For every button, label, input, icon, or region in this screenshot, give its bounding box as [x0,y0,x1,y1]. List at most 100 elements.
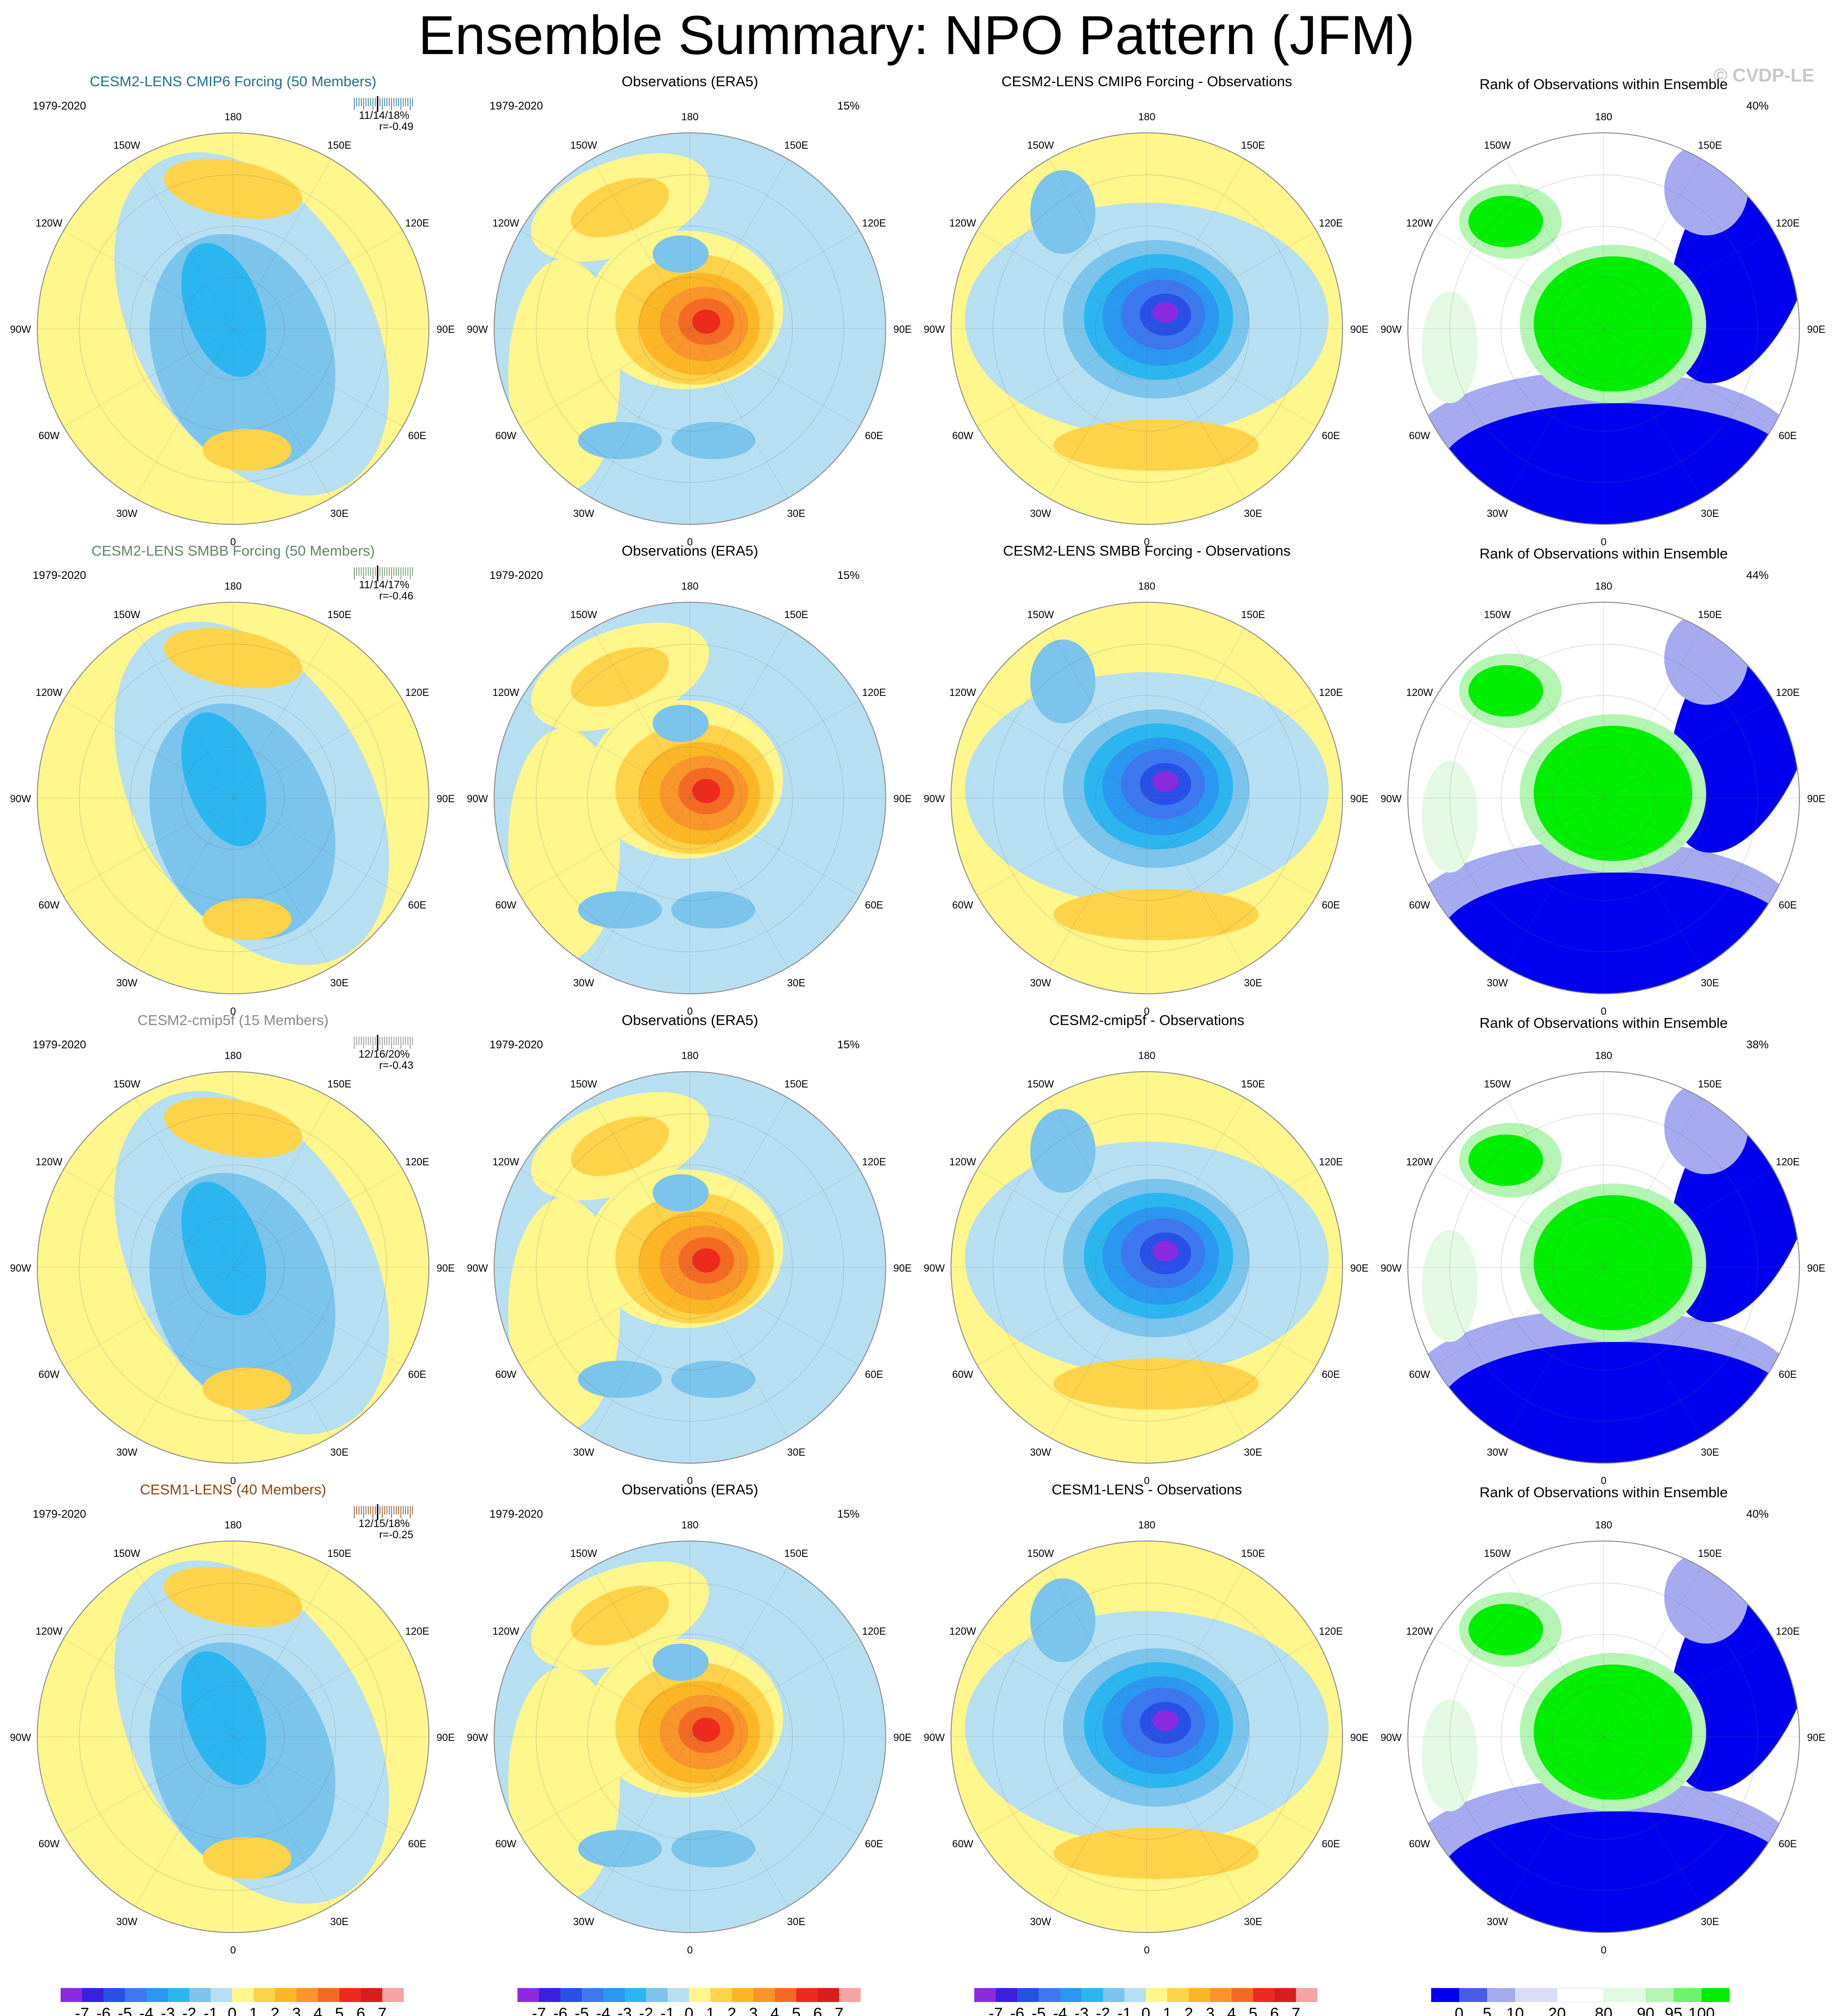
longitude-label: 60E [1322,430,1340,441]
longitude-label: 30W [1487,1916,1508,1927]
longitude-label: 60W [495,430,516,441]
years-label: 1979-2020 [33,100,86,112]
negative-anomaly-min [1152,302,1178,323]
latitude-circle [79,644,387,952]
longitude-label: 0 [230,536,236,548]
meridian-line [135,1736,234,1906]
colorbar-swatch [168,1988,189,2002]
longitude-label: 120E [1319,1625,1343,1637]
rank-percent: 44% [1746,569,1769,582]
colorbar-swatch [275,1988,296,2002]
longitude-label: 150W [570,1078,597,1090]
pattern-correlation: r=-0.43 [379,1059,413,1071]
meridian-line [689,328,788,498]
latitude-circle [1552,1216,1655,1319]
longitude-label: 120E [862,1156,886,1168]
model-title: CESM2-LENS CMIP6 Forcing (50 Members) [90,73,377,89]
colorbar-swatch [1275,1988,1296,2002]
latitude-circle [1449,644,1758,952]
positive-anomaly-europe [203,898,291,940]
colorbar-tick-label: 4 [314,2005,323,2016]
map-border [494,1071,886,1464]
map-border [37,132,429,525]
colorbar-swatch [1189,1988,1210,2002]
longitude-label: 150W [113,609,140,620]
latitude-circle [992,644,1301,952]
longitude-label: 120E [1776,217,1799,229]
panel-row4-col1: 180 150W 150E 120W 120E 90W 90E 60W 60E 30W 30E 0 CE… [10,1481,455,1956]
longitude-label: 0 [1601,1944,1606,1956]
meridian-line [233,1736,403,1835]
map-field [37,133,429,524]
longitude-label: 0 [1601,1005,1606,1017]
meridian-line [135,159,234,329]
latitude-circle [587,1634,793,1840]
meridian-line [233,798,331,968]
longitude-label: 150W [113,139,140,151]
colorbar-swatch [689,1988,710,2002]
longitude-label: 90W [923,1262,944,1274]
meridian-line [1048,1567,1147,1737]
colorbar-swatch [1557,1988,1604,2002]
longitude-label: 60E [1322,1369,1340,1380]
longitude-label: 90E [1350,1262,1368,1274]
meridian-line [689,1638,860,1737]
longitude-label: 0 [1144,1005,1150,1017]
colorbar-swatch [1459,1988,1487,2002]
longitude-label: 120W [949,1625,976,1637]
colorbar-swatch [710,1988,732,2002]
high-rank-west [1422,1699,1478,1811]
longitude-label: 120W [35,217,62,229]
colorbar-tick-label: -6 [96,2005,110,2016]
latitude-circle [1449,1113,1758,1422]
longitude-label: 150E [1241,1548,1265,1559]
low-rank-northeast [1664,142,1748,235]
positive-anomaly-europe [203,1837,291,1879]
rank-percent: 40% [1746,1508,1769,1521]
meridian-line [63,1169,234,1268]
colorbar-swatch [125,1988,146,2002]
longitude-label: 30W [573,1446,594,1458]
hpa-colorbar-2: -7-6-5-4-3-2-101234567hPa [517,1988,861,2016]
years-label: 1979-2020 [33,1508,86,1521]
meridian-line [233,1736,331,1906]
colorbar-swatch [668,1988,689,2002]
map-field [951,602,1343,994]
colorbar-swatch [296,1988,318,2002]
longitude-label: 0 [1601,536,1606,548]
panel-row1-col3: 180 150W 150E 120W 120E 90W 90E 60W 60E 30W 30E 0 CE… [923,73,1368,548]
longitude-label: 30E [1244,508,1262,519]
meridian-line [233,230,403,329]
latitude-circle [536,1583,844,1891]
longitude-label: 30E [787,977,805,989]
meridian-line [689,628,788,798]
meridian-line [1434,798,1604,896]
longitude-label: 30W [1030,1916,1051,1927]
meridian-line [689,798,788,968]
difference-title: CESM2-LENS CMIP6 Forcing - Observations [1001,73,1292,89]
rank-percent: 40% [1746,100,1769,112]
rank-title: Rank of Observations within Ensemble [1480,1484,1728,1500]
longitude-label: 30W [1030,1446,1051,1458]
colorbar-tick-label: 3 [749,2005,758,2016]
latitude-circle [638,277,742,380]
colorbar-swatch [1167,1988,1189,2002]
latitude-circle [638,746,742,850]
longitude-label: 30W [573,508,594,519]
negative-anomaly-north [653,235,709,273]
meridian-line [1146,628,1245,798]
colorbar-tick-label: 2 [728,2005,737,2016]
meridian-line [689,1736,788,1906]
colorbar-tick-label: -4 [139,2005,153,2016]
pattern-stats: 12/16/20% [358,1048,410,1060]
meridian-line [63,700,234,798]
high-rank-pole [1534,1195,1692,1330]
longitude-label: 120E [405,1625,429,1637]
longitude-label: 120E [862,217,886,229]
colorbar-swatch [232,1988,254,2002]
pattern-correlation: r=-0.46 [379,590,413,602]
colorbar-tick-label: -5 [575,2005,589,2016]
meridian-line [1505,1098,1604,1268]
high-rank-pacific [1468,1604,1543,1655]
